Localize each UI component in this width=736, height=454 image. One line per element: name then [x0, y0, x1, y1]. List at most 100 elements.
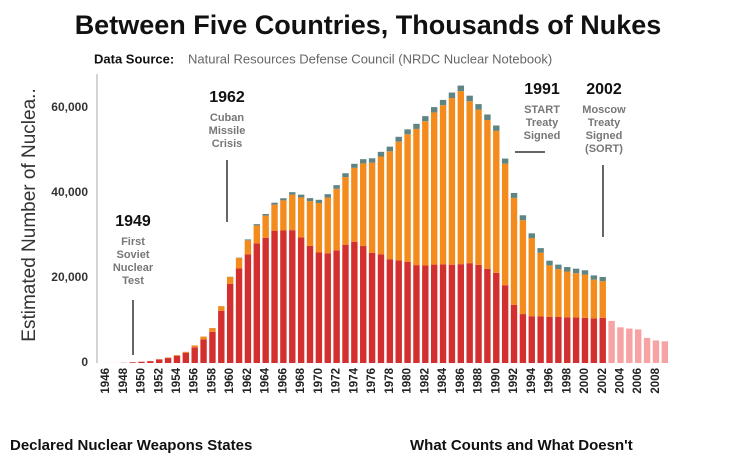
- bar-segment: [643, 337, 651, 363]
- bar-segment: [546, 260, 553, 266]
- bar-segment: [368, 162, 376, 253]
- y-tick-label: 0: [81, 355, 88, 369]
- bar-segment: [448, 264, 456, 363]
- bar-segment: [448, 98, 456, 265]
- x-tick-label: 1952: [153, 368, 165, 394]
- bar-segment: [493, 272, 500, 363]
- bar-segment: [324, 194, 331, 198]
- y-tick-label: 60,000: [51, 100, 88, 114]
- bar-segment: [510, 304, 518, 363]
- y-tick-label: 40,000: [51, 185, 88, 199]
- bar-segment: [564, 271, 571, 318]
- bar-segment: [395, 260, 402, 363]
- bar-segment: [528, 233, 535, 239]
- bar-segment: [315, 202, 323, 253]
- bar-segment: [226, 276, 234, 284]
- bar-segment: [564, 317, 571, 363]
- bar-segment: [351, 241, 358, 363]
- bar-segment: [262, 213, 269, 216]
- x-tick-label: 2002: [597, 368, 609, 394]
- bar-segment: [173, 355, 181, 363]
- x-tick-label: 1990: [490, 368, 502, 394]
- bar-segment: [333, 185, 340, 189]
- bar-segment: [501, 163, 509, 286]
- bar-segment: [466, 95, 473, 102]
- annotation-text: Soviet: [116, 249, 149, 261]
- bar-segment: [413, 123, 420, 129]
- annotation-year: 2002: [586, 81, 622, 98]
- bar-segment: [191, 345, 198, 348]
- bar-segment: [244, 254, 252, 363]
- annotation-text: Signed: [524, 130, 561, 142]
- x-tick-label: 1978: [384, 367, 396, 393]
- x-tick-label: 2006: [632, 368, 644, 394]
- bar-segment: [368, 252, 376, 363]
- bar-segment: [271, 230, 278, 363]
- x-tick-label: 1972: [331, 368, 343, 394]
- bar-segment: [386, 146, 394, 152]
- bar-segment: [262, 215, 269, 238]
- bar-segment: [581, 270, 589, 275]
- x-tick-label: 1958: [206, 367, 218, 393]
- bar-segment: [395, 141, 402, 261]
- bar-segment: [191, 347, 198, 363]
- bar-segment: [315, 252, 323, 363]
- bar-segment: [484, 268, 491, 363]
- bar-segment: [519, 215, 527, 221]
- bar-segment: [138, 361, 145, 363]
- x-tick-label: 2004: [614, 367, 626, 393]
- bar-segment: [271, 202, 278, 205]
- bar-segment: [377, 254, 385, 363]
- annotation-text: (SORT): [585, 143, 623, 155]
- x-tick-label: 1986: [455, 368, 467, 394]
- bar-segment: [395, 136, 402, 142]
- annotation-year: 1962: [209, 89, 245, 106]
- bar-segment: [466, 263, 473, 363]
- x-tick-label: 1968: [295, 367, 307, 393]
- annotation-year: 1991: [524, 81, 560, 98]
- bar-segment: [590, 275, 598, 280]
- bar-segment: [572, 317, 580, 363]
- bar-segment: [218, 306, 225, 311]
- bar-segment: [475, 109, 482, 265]
- bar-segment: [306, 201, 314, 246]
- annotation-text: Test: [122, 275, 144, 287]
- chart-title: Between Five Countries, Thousands of Nuk…: [75, 10, 662, 40]
- bar-segment: [519, 220, 527, 315]
- bar-segment: [253, 224, 260, 226]
- bar-segment: [164, 357, 172, 359]
- bar-segment: [475, 104, 482, 110]
- x-tick-label: 1970: [313, 368, 325, 394]
- bar-segment: [280, 198, 287, 201]
- bar-segment: [590, 318, 598, 363]
- bar-segment: [546, 316, 553, 363]
- bar-segment: [333, 188, 340, 251]
- bar-segment: [581, 317, 589, 363]
- annotation-text: Cuban: [210, 112, 245, 124]
- bar-segment: [173, 355, 181, 356]
- bar-segment: [546, 265, 553, 317]
- bar-segment: [262, 237, 269, 363]
- bar-segment: [129, 362, 136, 363]
- bar-segment: [572, 268, 580, 274]
- bar-segment: [226, 283, 234, 363]
- bar-segment: [244, 240, 252, 255]
- x-tick-label: 1956: [189, 368, 201, 394]
- x-tick-label: 1948: [118, 367, 130, 393]
- bar-segment: [608, 320, 615, 363]
- bar-segment: [422, 265, 429, 363]
- x-tick-label: 1998: [561, 367, 573, 393]
- x-tick-label: 1988: [473, 367, 485, 393]
- bar-segment: [306, 198, 314, 202]
- bar-segment: [209, 328, 216, 332]
- bar-segment: [555, 269, 562, 317]
- subtitle-label: Data Source:: [94, 51, 174, 66]
- annotation-text: Crisis: [212, 138, 243, 150]
- bar-segment: [581, 274, 589, 318]
- bar-segment: [386, 259, 394, 363]
- bar-segment: [590, 279, 598, 319]
- bar-segment: [342, 173, 349, 178]
- bar-segment: [289, 230, 296, 363]
- bar-segment: [599, 317, 606, 363]
